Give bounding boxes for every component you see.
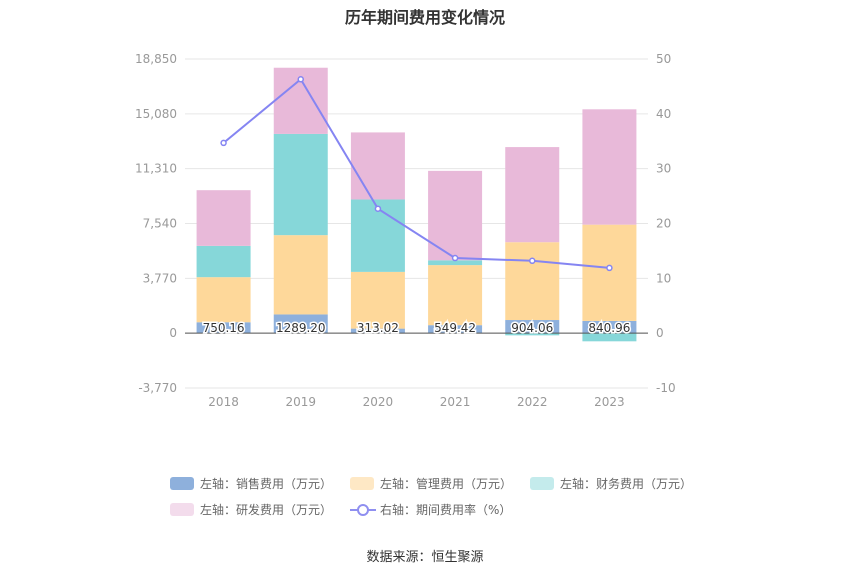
rate-line xyxy=(222,77,610,269)
right-axis-ticks: 50 40 30 20 10 0 -10 xyxy=(656,52,676,395)
left-tick-label: 3,770 xyxy=(143,271,177,285)
data-label-sales-2018: 750.16 xyxy=(203,321,245,335)
x-tick-label: 2023 xyxy=(594,395,625,409)
x-tick-label: 2019 xyxy=(285,395,316,409)
legend-swatch-rnd xyxy=(170,502,194,516)
bar-series xyxy=(196,67,637,342)
legend-item-finance[interactable]: 左轴：财务费用（万元） xyxy=(530,475,692,492)
bar-2023-0 xyxy=(582,320,637,334)
data-label-sales-2021: 549.42 xyxy=(434,321,476,335)
data-label-sales-2023: 840.96 xyxy=(588,321,630,335)
right-tick-label: -10 xyxy=(656,381,676,395)
bar-2023-3 xyxy=(582,109,637,225)
bar-2021-2 xyxy=(428,260,483,266)
chart-title: 历年期间费用变化情况 xyxy=(344,8,505,27)
legend: 左轴：销售费用（万元） 左轴：管理费用（万元） 左轴：财务费用（万元） 左轴：研… xyxy=(170,474,730,526)
grid-lines xyxy=(185,58,648,389)
rate-point-2021 xyxy=(451,254,459,262)
legend-label-rate: 右轴：期间费用率（%） xyxy=(380,502,512,517)
x-tick-label: 2022 xyxy=(517,395,548,409)
bar-2018-0 xyxy=(196,322,251,334)
rate-line-series xyxy=(220,76,613,272)
legend-line-icon xyxy=(350,502,377,516)
x-tick-label: 2020 xyxy=(363,395,394,409)
bar-2023-2 xyxy=(582,333,637,342)
legend-label-finance: 左轴：财务费用（万元） xyxy=(560,476,693,491)
legend-item-admin[interactable]: 左轴：管理费用（万元） xyxy=(350,475,512,492)
bar-2021-0 xyxy=(428,325,483,334)
legend-label-sales: 左轴：销售费用（万元） xyxy=(200,476,333,491)
left-tick-label: 7,540 xyxy=(143,217,177,231)
left-tick-label: 15,080 xyxy=(135,107,177,121)
bar-2022-2 xyxy=(505,333,560,336)
right-tick-label: 50 xyxy=(656,52,671,66)
bar-2019-1 xyxy=(273,235,328,315)
bar-2019-0 xyxy=(273,314,328,334)
bar-2018-1 xyxy=(196,277,251,323)
chart-plot: 18,850 15,080 11,310 7,540 3,770 0 -3,770 50 40… xyxy=(135,52,676,409)
bar-2019-2 xyxy=(273,133,328,236)
right-tick-label: 10 xyxy=(656,271,671,285)
bar-2018-3 xyxy=(196,190,251,246)
legend-item-rnd[interactable]: 左轴：研发费用（万元） xyxy=(170,501,332,518)
legend-swatch-finance xyxy=(530,476,555,490)
bar-2023-1 xyxy=(582,224,637,321)
bar-2018-2 xyxy=(196,245,251,278)
right-tick-label: 40 xyxy=(656,107,671,121)
rate-point-2022 xyxy=(529,257,536,265)
right-tick-label: 30 xyxy=(656,162,671,176)
x-tick-label: 2021 xyxy=(440,395,471,409)
left-tick-label: 0 xyxy=(169,326,177,340)
bar-2022-3 xyxy=(505,147,560,243)
x-axis-ticks: 2018 2019 2020 2021 2022 2023 xyxy=(208,395,624,409)
rate-point-2023 xyxy=(606,264,613,272)
left-axis-ticks: 18,850 15,080 11,310 7,540 3,770 0 -3,770 xyxy=(135,52,177,395)
data-source: 数据来源：恒生聚源 xyxy=(366,550,484,565)
legend-label-rnd: 左轴：研发费用（万元） xyxy=(200,502,333,517)
bar-2022-0 xyxy=(505,320,560,334)
x-tick-label: 2018 xyxy=(208,395,239,409)
legend-swatch-sales xyxy=(170,476,194,490)
legend-item-sales[interactable]: 左轴：销售费用（万元） xyxy=(170,475,332,492)
left-tick-label: 11,310 xyxy=(135,162,177,176)
rate-point-2019 xyxy=(297,76,304,83)
left-tick-label: 18,850 xyxy=(135,52,177,66)
rate-point-2018 xyxy=(220,139,227,147)
left-tick-label: -3,770 xyxy=(138,381,177,395)
data-label-sales-2019: 1289.20 xyxy=(276,321,326,335)
legend-swatch-admin xyxy=(350,476,375,490)
bar-2020-3 xyxy=(350,132,405,200)
legend-item-rate[interactable]: 右轴：期间费用率（%） xyxy=(350,501,511,518)
right-tick-label: 0 xyxy=(656,326,664,340)
bar-2020-0 xyxy=(350,328,405,334)
data-labels: 750.16 1289.20 313.02 549.42 904.06 840.96 xyxy=(201,320,632,337)
right-tick-label: 20 xyxy=(656,217,671,231)
data-label-sales-2022: 904.06 xyxy=(511,321,553,335)
data-label-sales-2020: 313.02 xyxy=(357,321,399,335)
bar-2020-1 xyxy=(350,271,405,329)
legend-label-admin: 左轴：管理费用（万元） xyxy=(380,476,513,491)
bar-2021-1 xyxy=(428,265,483,326)
bar-2022-1 xyxy=(505,242,560,321)
rate-point-2020 xyxy=(374,205,382,212)
